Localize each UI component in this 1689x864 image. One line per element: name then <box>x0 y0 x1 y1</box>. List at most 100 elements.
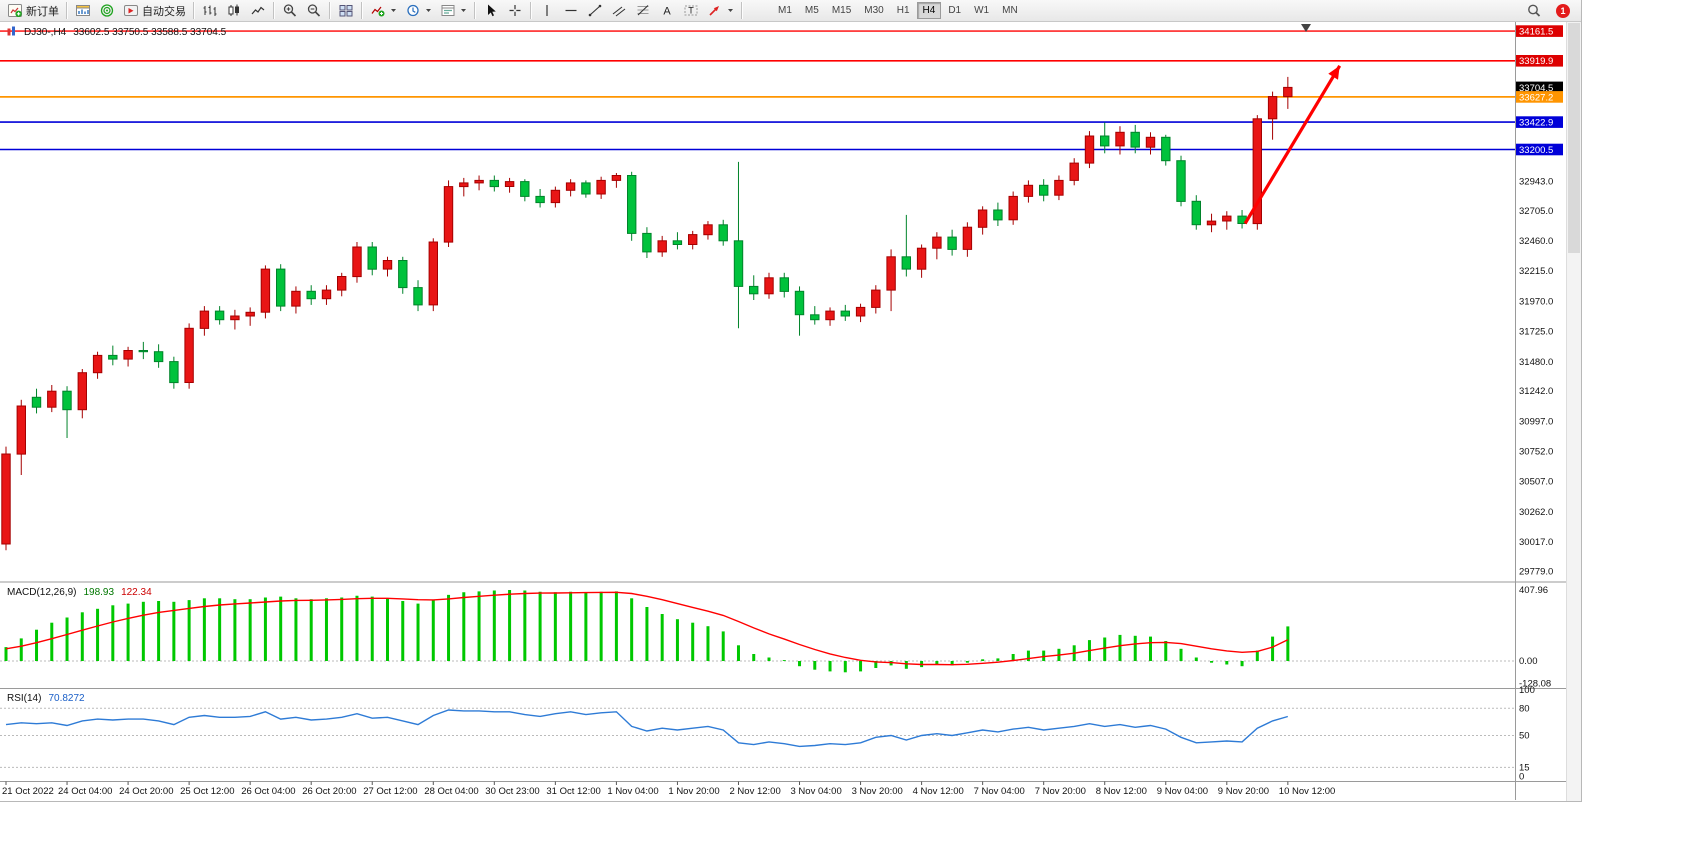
svg-text:32705.0: 32705.0 <box>1519 206 1553 217</box>
rsi-line <box>5 709 1288 748</box>
timeframe-m30[interactable]: M30 <box>858 2 889 19</box>
timeframe-w1[interactable]: W1 <box>968 2 995 19</box>
market-depth-button[interactable] <box>95 1 119 20</box>
new-order-button-label: 新订单 <box>26 5 59 18</box>
svg-text:7 Nov 04:00: 7 Nov 04:00 <box>974 786 1025 797</box>
timeframe-mn[interactable]: MN <box>996 2 1024 19</box>
svg-text:26 Oct 20:00: 26 Oct 20:00 <box>302 786 356 797</box>
timeframe-buttons: M1 M5 M15 M30 H1 H4 D1 W1 MN <box>772 2 1024 19</box>
trend-arrow-line[interactable] <box>1243 64 1342 225</box>
new-order-button[interactable]: 新订单 <box>3 1 63 20</box>
svg-text:30997.0: 30997.0 <box>1519 416 1553 427</box>
timeframe-d1[interactable]: D1 <box>942 2 967 19</box>
text-button[interactable]: A <box>655 1 679 20</box>
horizontal-lines-layer <box>0 30 1515 151</box>
svg-text:15: 15 <box>1519 763 1530 774</box>
toolbar-separator <box>474 2 476 19</box>
toolbar-separator <box>361 2 363 19</box>
timeframe-m5[interactable]: M5 <box>799 2 825 19</box>
zoom-out-button[interactable] <box>302 1 326 20</box>
toolbar-separator <box>329 2 331 19</box>
chart-window-button[interactable] <box>71 1 95 20</box>
trendline-button[interactable] <box>583 1 607 20</box>
rsi-value: 70.8272 <box>48 693 85 704</box>
timeframe-h4[interactable]: H4 <box>916 2 942 19</box>
svg-text:21 Oct 2022: 21 Oct 2022 <box>2 786 54 797</box>
svg-text:33704.5: 33704.5 <box>1519 83 1553 94</box>
tile-windows-button[interactable] <box>334 1 358 20</box>
scrollbar-thumb[interactable] <box>1568 23 1580 253</box>
svg-text:8 Nov 12:00: 8 Nov 12:00 <box>1096 786 1147 797</box>
trendline-icon <box>587 3 603 18</box>
indicators-button[interactable] <box>366 1 401 20</box>
fibonacci-button[interactable] <box>631 1 655 20</box>
chart-canvas[interactable]: 32943.0 32705.0 32460.0 32215.0 31970.0 31725… <box>0 0 1580 801</box>
text-label-button[interactable]: T <box>679 1 703 20</box>
macd-pane: 407.96 0.00 -128.08 <box>0 585 1551 690</box>
svg-text:24 Oct 04:00: 24 Oct 04:00 <box>58 786 112 797</box>
price-tag-33627.2 <box>1516 91 1563 103</box>
rsi-name: RSI(14) <box>7 693 42 704</box>
svg-text:33919.9: 33919.9 <box>1519 56 1553 67</box>
svg-text:50: 50 <box>1519 731 1530 742</box>
svg-text:25 Oct 12:00: 25 Oct 12:00 <box>180 786 234 797</box>
search-button[interactable] <box>1522 1 1546 20</box>
svg-text:30752.0: 30752.0 <box>1519 447 1553 458</box>
zoom-in-button[interactable] <box>278 1 302 20</box>
chart-shift-marker[interactable] <box>1301 24 1311 32</box>
toolbar: 新订单 自动交易 A T M1 M5 M15 M30 H1 H4 D1 W1 MN 1 <box>0 0 1581 22</box>
vertical-scrollbar[interactable] <box>1566 22 1581 801</box>
chart-window-icon <box>75 3 91 18</box>
symbol-ohlc-label: DJ30-,H4 33602.5 33750.5 33588.5 33704.5 <box>7 26 226 39</box>
candlestick-chart-button[interactable] <box>222 1 246 20</box>
vertical-line-button[interactable] <box>535 1 559 20</box>
svg-text:1 Nov 04:00: 1 Nov 04:00 <box>607 786 658 797</box>
notifications-badge[interactable]: 1 <box>1556 3 1570 18</box>
toolbar-separator <box>273 2 275 19</box>
zoom-out-icon <box>306 3 322 18</box>
macd-signal-value: 122.34 <box>121 587 152 598</box>
bar-chart-icon <box>202 3 218 18</box>
equidistant-channel-button[interactable] <box>607 1 631 20</box>
auto-trading-button[interactable]: 自动交易 <box>119 1 190 20</box>
svg-text:80: 80 <box>1519 703 1530 714</box>
dropdown-caret-icon <box>425 8 432 13</box>
svg-text:9 Nov 20:00: 9 Nov 20:00 <box>1218 786 1269 797</box>
svg-text:31 Oct 12:00: 31 Oct 12:00 <box>546 786 600 797</box>
svg-text:31480.0: 31480.0 <box>1519 357 1553 368</box>
toolbar-separator <box>741 2 743 19</box>
timeframe-m1[interactable]: M1 <box>772 2 798 19</box>
arrows-button[interactable] <box>703 1 738 20</box>
line-chart-button[interactable] <box>246 1 270 20</box>
vertical-line-icon <box>539 3 555 18</box>
svg-text:26 Oct 04:00: 26 Oct 04:00 <box>241 786 295 797</box>
auto-trading-icon <box>123 3 139 18</box>
svg-text:0.00: 0.00 <box>1519 656 1538 667</box>
zoom-in-icon <box>282 3 298 18</box>
crosshair-button[interactable] <box>503 1 527 20</box>
horizontal-line-button[interactable] <box>559 1 583 20</box>
timeframe-m15[interactable]: M15 <box>826 2 857 19</box>
svg-text:31725.0: 31725.0 <box>1519 327 1553 338</box>
svg-text:30 Oct 23:00: 30 Oct 23:00 <box>485 786 539 797</box>
dropdown-caret-icon <box>460 8 467 13</box>
rsi-indicator-label: RSI(14) 70.8272 <box>7 693 85 704</box>
periods-button[interactable] <box>401 1 436 20</box>
rsi-pane: 100 80 50 150 <box>0 685 1535 783</box>
svg-text:T: T <box>688 6 694 16</box>
trend-arrow <box>1243 64 1342 225</box>
svg-text:31970.0: 31970.0 <box>1519 296 1553 307</box>
svg-text:29779.0: 29779.0 <box>1519 567 1553 578</box>
svg-text:27 Oct 12:00: 27 Oct 12:00 <box>363 786 417 797</box>
macd-main-value: 198.93 <box>83 587 115 598</box>
price-tag-33704.5 <box>1516 81 1563 94</box>
line-chart-icon <box>250 3 266 18</box>
cursor-button[interactable] <box>479 1 503 20</box>
svg-text:33422.9: 33422.9 <box>1519 118 1553 129</box>
bar-chart-button[interactable] <box>198 1 222 20</box>
arrows-icon <box>707 3 723 18</box>
timeframe-h1[interactable]: H1 <box>891 2 916 19</box>
templates-button[interactable] <box>436 1 471 20</box>
svg-text:0: 0 <box>1519 772 1524 783</box>
auto-trading-button-label: 自动交易 <box>142 5 186 18</box>
